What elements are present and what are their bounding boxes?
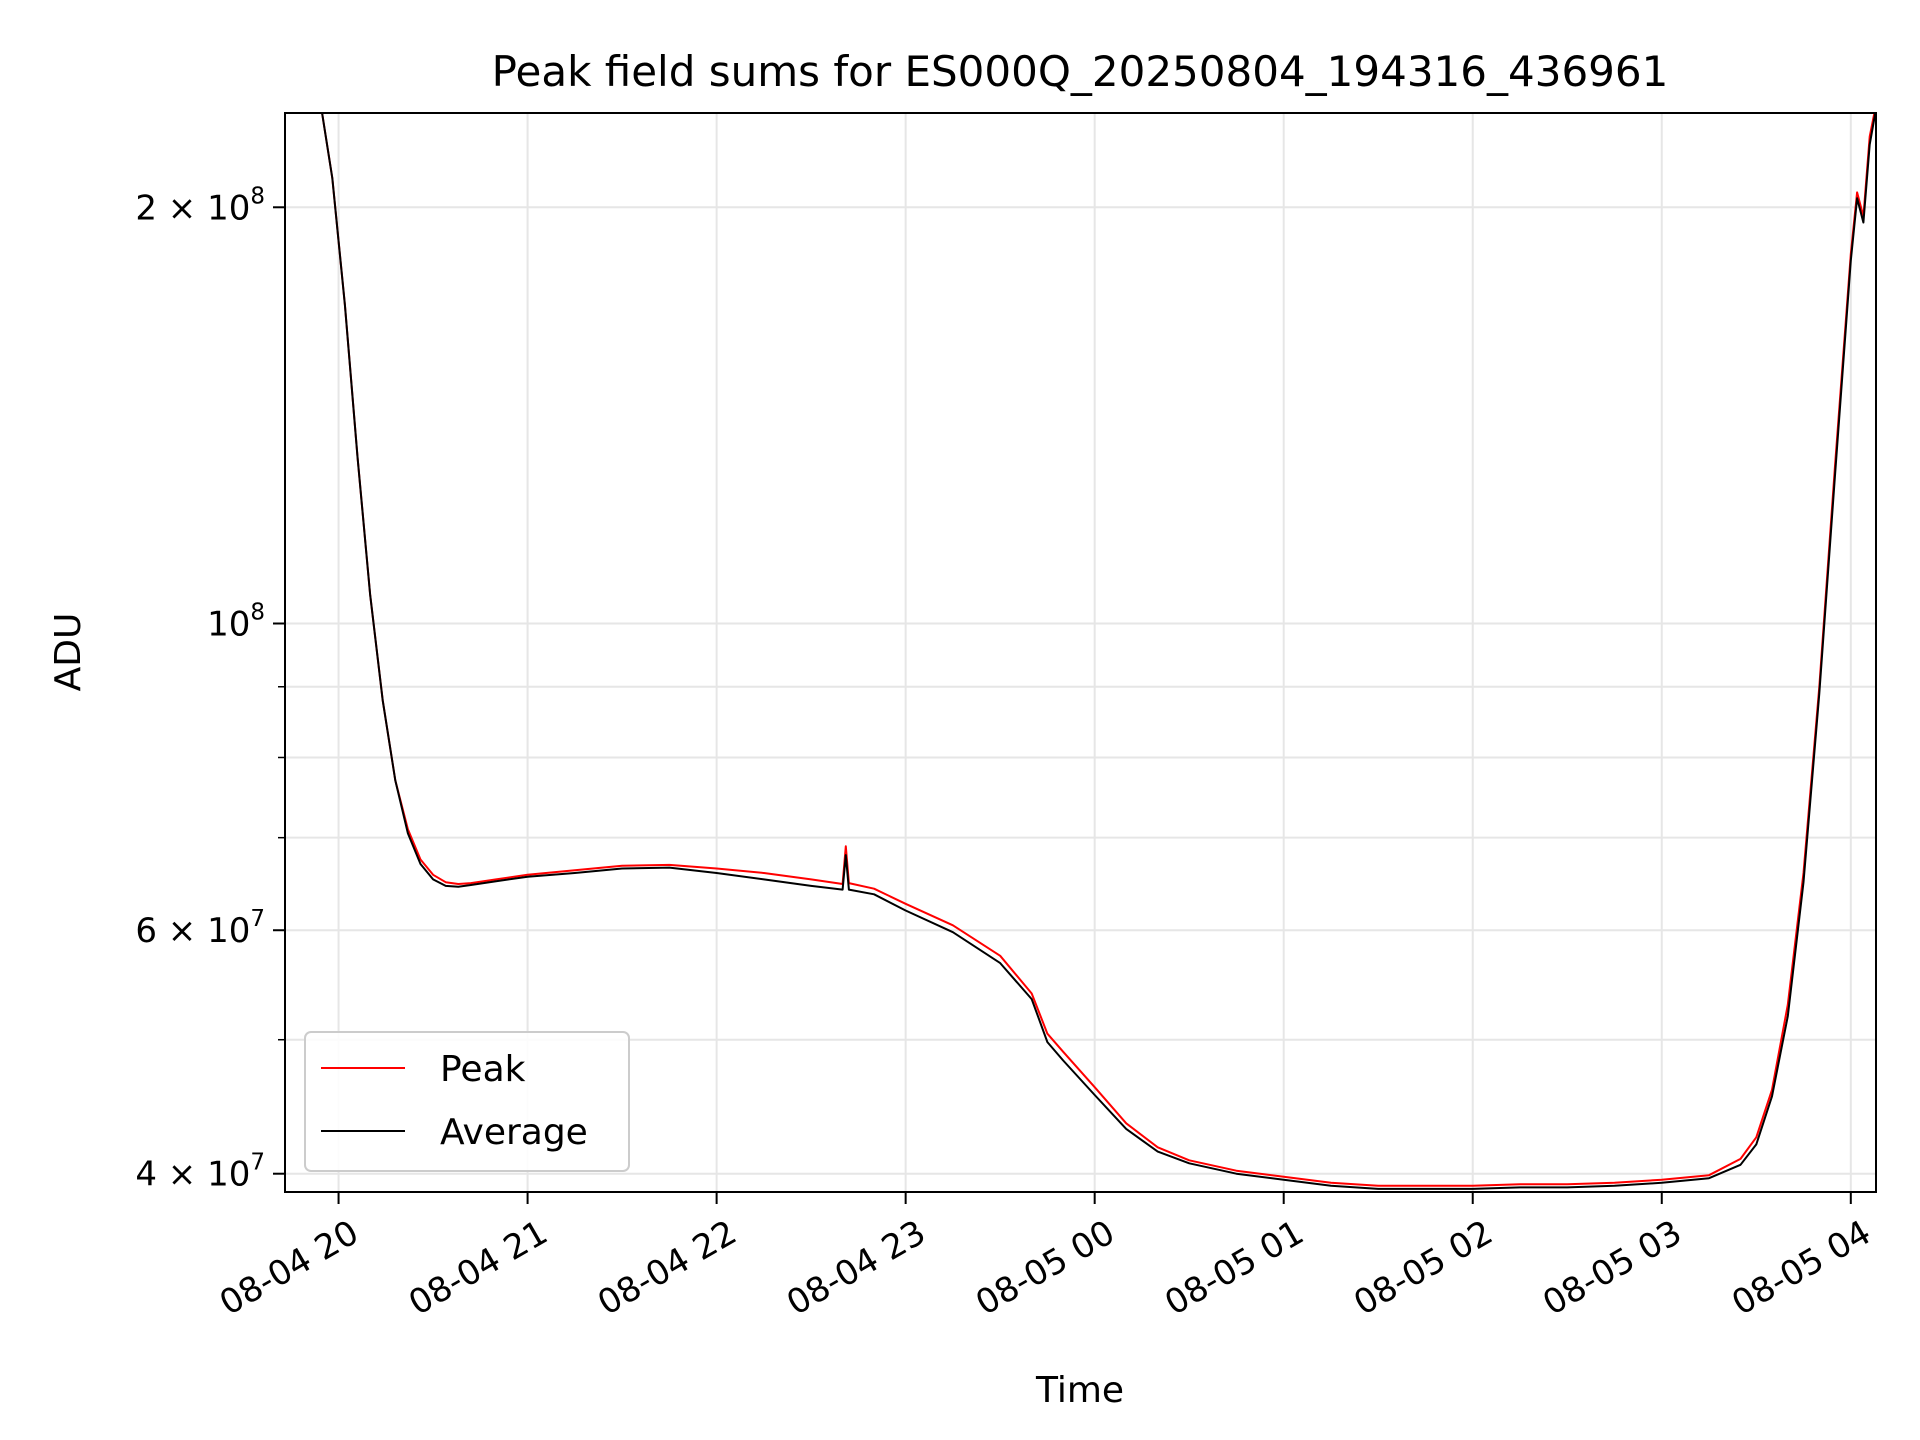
legend-label-average: Average: [440, 1112, 588, 1153]
y-tick-label-exponent: 8: [250, 183, 265, 209]
y-tick-label-base: 6 × 10: [135, 911, 250, 951]
y-tick-label-base: 2 × 10: [135, 188, 250, 228]
legend-label-peak: Peak: [440, 1049, 526, 1090]
y-axis-label: ADU: [48, 613, 89, 692]
y-tick-label-base: 10: [207, 604, 250, 644]
legend: Peak Average: [304, 1031, 630, 1172]
y-tick-label-exponent: 7: [250, 906, 265, 932]
chart-title: Peak field sums for ES000Q_20250804_1943…: [492, 47, 1669, 96]
y-tick-label: 2 × 108: [135, 183, 265, 228]
y-tick-label-exponent: 7: [250, 1150, 265, 1176]
x-axis-label: Time: [1035, 1370, 1124, 1411]
series-layer: [321, 113, 1876, 1190]
series-line-average: [321, 113, 1876, 1190]
legend-box: [304, 1031, 630, 1172]
plot-frame: [284, 112, 1877, 1193]
y-tick-label-base: 4 × 10: [135, 1155, 250, 1195]
y-tick-label: 4 × 107: [135, 1150, 265, 1195]
grid-layer: [285, 113, 1876, 1192]
y-tick-label: 6 × 107: [135, 906, 265, 951]
series-line-peak: [321, 113, 1876, 1187]
y-tick-label-exponent: 8: [250, 599, 265, 625]
y-tick-label: 108: [207, 599, 265, 644]
